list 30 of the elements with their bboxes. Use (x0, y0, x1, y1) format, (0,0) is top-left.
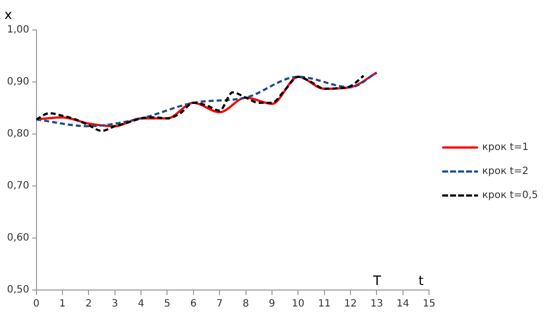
legend-label: крок t=2 (482, 166, 528, 178)
x-tick-label: 1 (59, 298, 66, 310)
x-axis-title: t (418, 274, 424, 289)
x-tick-label: 9 (268, 298, 276, 310)
x-tick-label: 2 (85, 298, 92, 310)
y-tick-label: 0,70 (7, 180, 30, 192)
y-axis-title: x (4, 8, 12, 23)
line-series (36, 74, 365, 132)
y-tick-label: 0,50 (7, 284, 30, 296)
line-series (36, 72, 378, 128)
x-tick-label: 13 (370, 298, 384, 310)
x-tick-label: 10 (292, 298, 305, 310)
x-tick-label: 8 (242, 298, 249, 310)
y-tick-label: 0,80 (7, 128, 30, 140)
x-tick-label: 0 (33, 298, 40, 310)
y-tick-label: 0,90 (7, 76, 30, 88)
y-tick-label: 1,00 (7, 24, 30, 36)
x-tick-label: 12 (344, 298, 357, 310)
x-tick-label: 14 (396, 298, 410, 310)
y-tick-label: 0,60 (7, 232, 30, 244)
annotation: T (372, 274, 382, 289)
legend-label: крок t=1 (482, 142, 528, 154)
x-tick-label: 11 (318, 298, 331, 310)
x-tick-label: 4 (138, 298, 144, 310)
legend-label: крок t=0,5 (482, 190, 538, 202)
x-tick-label: 15 (422, 298, 436, 310)
x-tick-label: 6 (190, 298, 197, 310)
x-tick-label: 5 (164, 298, 170, 310)
x-tick-label: 7 (216, 298, 223, 310)
x-tick-label: 3 (112, 298, 118, 310)
